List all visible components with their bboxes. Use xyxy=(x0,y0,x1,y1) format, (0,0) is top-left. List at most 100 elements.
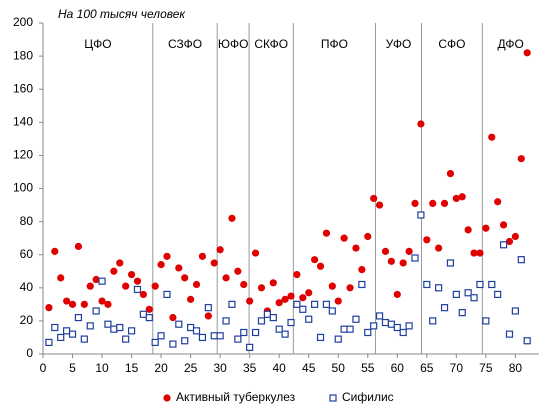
point xyxy=(127,327,136,335)
point xyxy=(470,249,478,257)
point xyxy=(104,300,112,308)
point xyxy=(74,313,83,322)
y-tick-label: 20 xyxy=(20,313,34,327)
region-label: ДФО xyxy=(497,37,523,51)
point xyxy=(216,246,224,254)
point xyxy=(92,307,100,315)
point xyxy=(364,232,372,241)
point xyxy=(322,229,331,237)
point xyxy=(169,340,177,348)
point xyxy=(98,297,106,305)
point xyxy=(387,257,395,265)
point xyxy=(375,312,384,320)
point xyxy=(435,244,443,252)
point xyxy=(452,290,460,299)
point xyxy=(381,247,390,255)
point xyxy=(334,335,342,343)
point xyxy=(458,309,466,317)
point xyxy=(517,256,525,264)
point xyxy=(405,322,413,330)
point xyxy=(352,315,360,323)
point xyxy=(381,318,390,327)
region-label: ЦФО xyxy=(84,37,111,51)
point xyxy=(251,328,260,337)
point xyxy=(222,274,230,282)
point xyxy=(204,312,212,320)
point xyxy=(257,284,266,292)
point xyxy=(346,284,354,292)
point xyxy=(435,284,443,292)
point xyxy=(169,313,177,322)
point xyxy=(370,322,378,330)
point xyxy=(234,335,242,343)
point xyxy=(68,300,77,308)
point xyxy=(246,343,254,351)
point xyxy=(470,294,478,302)
point xyxy=(399,328,407,337)
point xyxy=(127,270,136,279)
legend-marker xyxy=(163,394,171,402)
x-tick-label: 45 xyxy=(302,361,316,375)
point xyxy=(287,292,295,300)
point xyxy=(305,315,313,323)
point xyxy=(411,199,419,207)
point xyxy=(464,289,472,297)
point xyxy=(74,242,83,251)
point xyxy=(133,277,142,285)
x-tick-label: 15 xyxy=(125,361,139,375)
point xyxy=(417,211,425,219)
point xyxy=(275,299,283,307)
point xyxy=(511,307,519,315)
point xyxy=(494,198,502,206)
point xyxy=(45,338,53,347)
x-tick-label: 40 xyxy=(273,361,287,375)
point xyxy=(505,330,514,338)
x-tick-label: 5 xyxy=(69,361,76,375)
x-tick-label: 0 xyxy=(40,361,47,375)
point xyxy=(393,323,401,332)
point xyxy=(399,259,407,267)
point xyxy=(122,335,130,343)
point xyxy=(311,300,319,308)
point xyxy=(299,305,307,313)
point xyxy=(476,249,484,257)
point xyxy=(63,297,71,305)
point xyxy=(51,323,59,332)
point xyxy=(334,297,342,305)
point xyxy=(192,280,201,289)
point xyxy=(110,267,118,275)
y-tick-label: 80 xyxy=(20,214,34,228)
x-tick-label: 65 xyxy=(420,361,434,375)
point xyxy=(316,333,325,342)
x-tick-label: 30 xyxy=(213,361,227,375)
point xyxy=(187,295,195,303)
point xyxy=(387,320,395,328)
point xyxy=(405,247,413,255)
point xyxy=(429,317,437,325)
point xyxy=(423,236,431,244)
point xyxy=(198,333,207,342)
point xyxy=(446,170,455,178)
y-tick-label: 60 xyxy=(20,247,34,261)
point xyxy=(240,328,248,337)
point xyxy=(145,305,153,313)
point xyxy=(358,280,366,289)
y-tick-label: 140 xyxy=(13,114,33,128)
x-tick-label: 80 xyxy=(509,361,523,375)
region-label: СКФО xyxy=(254,37,288,51)
y-tick-label: 100 xyxy=(13,181,33,195)
point xyxy=(263,310,271,318)
region-label: СФО xyxy=(438,37,465,51)
point xyxy=(98,277,106,285)
x-tick-label: 70 xyxy=(450,361,464,375)
point xyxy=(139,310,147,318)
y-tick-label: 160 xyxy=(13,81,33,95)
point xyxy=(352,244,360,252)
point xyxy=(234,267,242,275)
point xyxy=(423,280,431,289)
point xyxy=(305,289,313,297)
point xyxy=(104,320,112,328)
point xyxy=(476,280,484,289)
x-tick-label: 25 xyxy=(184,361,198,375)
point xyxy=(511,232,519,241)
